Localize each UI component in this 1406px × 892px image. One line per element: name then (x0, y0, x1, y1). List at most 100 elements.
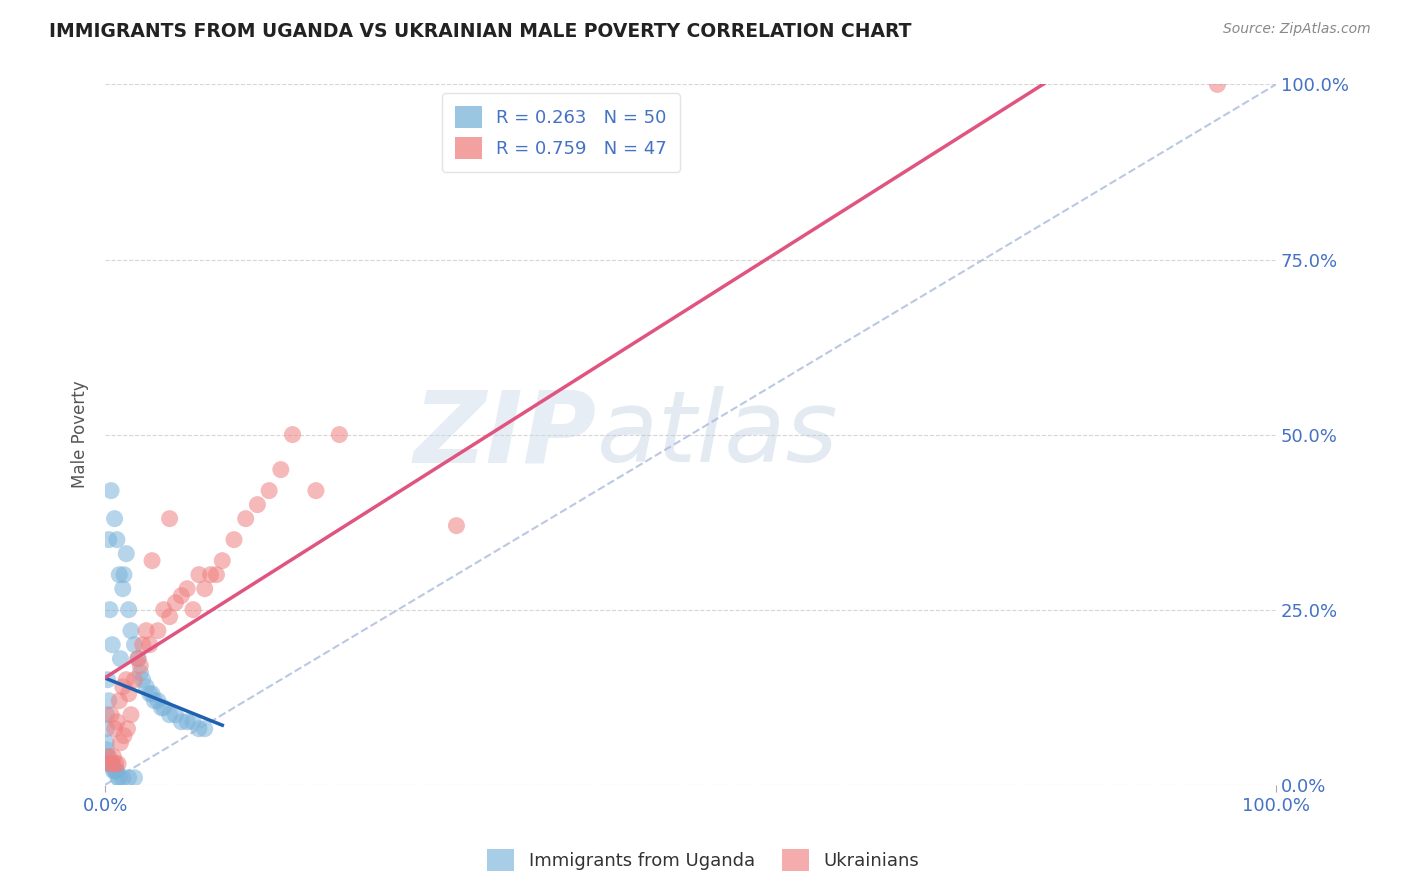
Point (257, 483, 280, 498)
Y-axis label: Male Poverty: Male Poverty (72, 381, 89, 489)
Point (141, 554, 163, 568)
Point (96, 749, 118, 764)
Point (112, 729, 135, 743)
Point (143, 694, 166, 708)
Point (103, 764, 125, 778)
Point (104, 756, 127, 771)
Point (107, 771, 129, 785)
Point (103, 764, 125, 778)
Point (120, 624, 142, 638)
Point (111, 771, 134, 785)
Point (112, 567, 135, 582)
Point (110, 651, 132, 665)
Point (101, 756, 124, 771)
Legend: Immigrants from Uganda, Ukrainians: Immigrants from Uganda, Ukrainians (479, 842, 927, 879)
Point (129, 658, 152, 673)
Point (97, 749, 120, 764)
Point (96, 707, 118, 722)
Point (120, 707, 142, 722)
Point (187, 722, 209, 736)
Point (138, 638, 160, 652)
Point (138, 687, 160, 701)
Point (131, 638, 153, 652)
Point (124, 771, 146, 785)
Point (98, 602, 121, 616)
Point (152, 602, 174, 616)
Point (194, 582, 217, 596)
Point (270, 462, 292, 476)
Point (127, 651, 149, 665)
Point (181, 602, 204, 616)
Point (124, 673, 146, 687)
Point (96, 743, 118, 757)
Point (96, 722, 118, 736)
Point (100, 483, 122, 498)
Point (176, 582, 198, 596)
Point (165, 596, 187, 610)
Text: Source: ZipAtlas.com: Source: ZipAtlas.com (1223, 22, 1371, 37)
Point (152, 700, 174, 714)
Legend: R = 0.263   N = 50, R = 0.759   N = 47: R = 0.263 N = 50, R = 0.759 N = 47 (441, 94, 679, 172)
Point (97, 756, 120, 771)
Point (281, 427, 304, 442)
Point (117, 722, 139, 736)
Point (170, 589, 193, 603)
Point (446, 518, 468, 533)
Point (187, 567, 209, 582)
Point (159, 707, 181, 722)
Point (111, 680, 134, 694)
Point (328, 427, 350, 442)
Point (205, 567, 228, 582)
Point (104, 764, 127, 778)
Point (165, 707, 187, 722)
Text: atlas: atlas (598, 386, 838, 483)
Point (103, 722, 125, 736)
Point (176, 714, 198, 729)
Point (159, 511, 181, 525)
Point (159, 609, 181, 624)
Point (100, 707, 122, 722)
Point (1206, 78, 1229, 92)
Point (107, 756, 129, 771)
Point (105, 764, 128, 778)
Point (103, 749, 125, 764)
Text: ZIP: ZIP (413, 386, 598, 483)
Point (110, 736, 132, 750)
Point (96, 736, 118, 750)
Point (115, 547, 138, 561)
Point (105, 533, 128, 547)
Point (150, 700, 173, 714)
Point (103, 511, 125, 525)
Point (98, 756, 121, 771)
Point (131, 673, 153, 687)
Point (108, 771, 131, 785)
Point (129, 665, 152, 680)
Point (305, 483, 328, 498)
Point (100, 756, 122, 771)
Point (170, 714, 193, 729)
Point (108, 694, 131, 708)
Point (235, 511, 257, 525)
Point (124, 638, 146, 652)
Point (115, 673, 138, 687)
Point (146, 624, 169, 638)
Point (96, 673, 118, 687)
Text: IMMIGRANTS FROM UGANDA VS UKRAINIAN MALE POVERTY CORRELATION CHART: IMMIGRANTS FROM UGANDA VS UKRAINIAN MALE… (49, 22, 911, 41)
Point (246, 498, 269, 512)
Point (97, 694, 120, 708)
Point (141, 687, 163, 701)
Point (108, 567, 131, 582)
Point (194, 722, 217, 736)
Point (200, 567, 222, 582)
Point (146, 694, 169, 708)
Point (117, 602, 139, 616)
Point (127, 651, 149, 665)
Point (135, 624, 157, 638)
Point (117, 687, 139, 701)
Point (101, 638, 124, 652)
Point (222, 533, 245, 547)
Point (111, 582, 134, 596)
Point (101, 756, 124, 771)
Point (211, 554, 233, 568)
Point (117, 771, 139, 785)
